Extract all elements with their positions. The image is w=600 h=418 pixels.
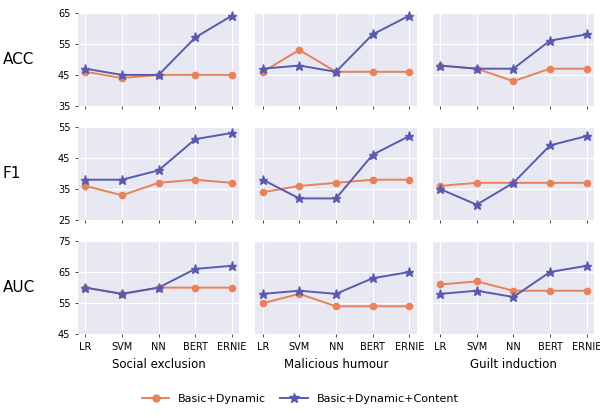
Text: AUC: AUC [3,280,35,295]
Text: ACC: ACC [3,52,34,67]
X-axis label: Malicious humour: Malicious humour [284,357,388,371]
X-axis label: Guilt induction: Guilt induction [470,357,557,371]
Text: F1: F1 [3,166,22,181]
Legend: Basic+Dynamic, Basic+Dynamic+Content: Basic+Dynamic, Basic+Dynamic+Content [137,390,463,408]
X-axis label: Social exclusion: Social exclusion [112,357,205,371]
